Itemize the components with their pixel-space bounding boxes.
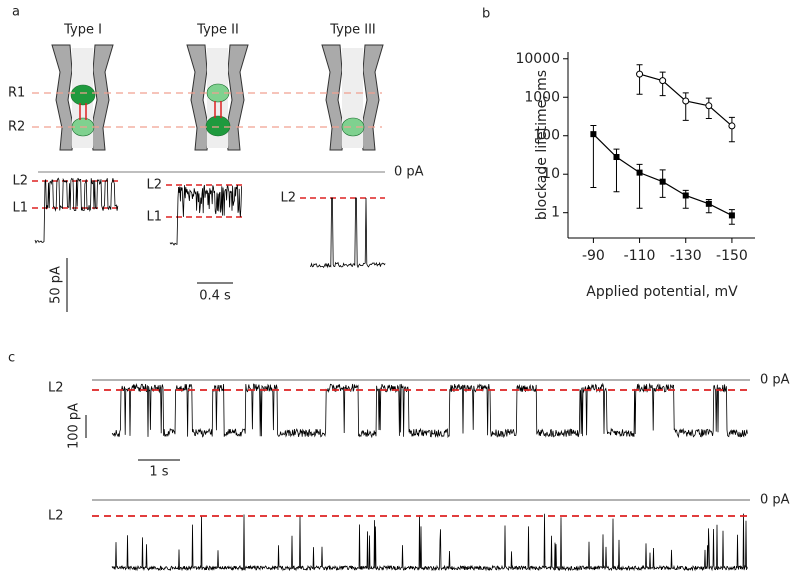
error-bar (682, 92, 689, 121)
current-trace (310, 197, 386, 269)
point (659, 77, 667, 85)
point (728, 122, 736, 130)
current-trace (111, 513, 748, 572)
zero-label: 0 pA (760, 373, 790, 388)
point (682, 192, 689, 199)
type-label: Type III (329, 23, 376, 38)
panel-label: c (8, 351, 15, 366)
type-label: Type II (196, 23, 239, 38)
scale-label: 100 pA (67, 403, 82, 449)
error-bar (728, 116, 735, 143)
point (659, 178, 666, 185)
arrows (79, 101, 222, 120)
zero-label: 0 pA (760, 493, 790, 508)
y-tick-label: 100 (533, 128, 560, 144)
point (705, 102, 713, 110)
current-trace (34, 177, 119, 244)
level-label: L1 (146, 210, 162, 225)
point (613, 154, 620, 161)
x-tick-label: -130 (670, 248, 702, 264)
zero-label: 0 pA (394, 165, 424, 180)
region-label: R1 (8, 86, 25, 101)
pore-schematics (51, 44, 384, 151)
level-label: L2 (146, 178, 162, 193)
y-axis-label: blockade lifetime, ms (534, 70, 550, 220)
region-label: R2 (8, 120, 25, 135)
level-label: L1 (12, 201, 28, 216)
y-tick-label: 10000 (515, 51, 560, 67)
level-lines-c (92, 389, 750, 517)
y-tick-label: 1000 (524, 89, 560, 105)
point (728, 212, 735, 219)
type-label: Type I (63, 23, 102, 38)
current-trace (169, 184, 242, 246)
scale-label: 1 s (149, 465, 168, 480)
point (682, 97, 690, 105)
x-tick-label: -110 (624, 248, 656, 264)
error-bar (636, 64, 643, 95)
panel-label: b (482, 7, 490, 22)
region-lines (32, 92, 382, 128)
level-label: L2 (12, 174, 28, 189)
point (590, 131, 597, 138)
scale-label: 0.4 s (199, 289, 231, 304)
level-label: L2 (48, 381, 64, 396)
current-trace (111, 382, 748, 439)
scale-label: 50 pA (49, 266, 64, 304)
level-label: L2 (280, 191, 296, 206)
x-axis-label: Applied potential, mV (586, 284, 738, 300)
point (636, 169, 643, 176)
y-tick-label: 10 (542, 166, 560, 182)
x-tick-label: -90 (582, 248, 605, 264)
panel-label: a (12, 5, 20, 20)
level-label: L2 (48, 509, 64, 524)
x-tick-label: -150 (716, 248, 748, 264)
y-tick-label: 1 (551, 205, 560, 221)
traces (34, 177, 748, 572)
lifetime-chart: blockade lifetime, ms Applied potential,… (515, 51, 755, 300)
point (636, 70, 644, 78)
point (705, 200, 712, 207)
